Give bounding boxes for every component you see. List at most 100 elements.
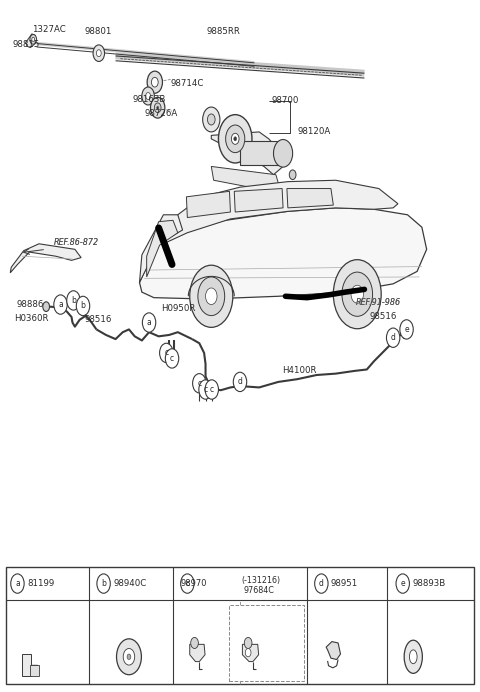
Circle shape: [76, 296, 90, 316]
Text: 98120A: 98120A: [298, 127, 331, 136]
Text: H0950R: H0950R: [161, 304, 195, 313]
Circle shape: [205, 288, 217, 304]
Polygon shape: [10, 244, 81, 273]
Text: 98886: 98886: [16, 300, 44, 309]
Circle shape: [274, 140, 293, 167]
Circle shape: [400, 320, 413, 339]
Text: d: d: [238, 377, 242, 386]
Circle shape: [234, 137, 237, 141]
Text: d: d: [391, 334, 396, 343]
Circle shape: [165, 349, 179, 368]
Circle shape: [351, 285, 363, 303]
Text: H4100R: H4100R: [282, 365, 317, 374]
Circle shape: [198, 277, 225, 316]
Polygon shape: [140, 208, 427, 299]
Circle shape: [333, 260, 381, 329]
Circle shape: [289, 170, 296, 179]
Circle shape: [117, 639, 142, 675]
Text: a: a: [58, 300, 63, 309]
Circle shape: [203, 107, 220, 132]
Circle shape: [199, 380, 212, 399]
Text: c: c: [204, 385, 208, 394]
Text: REF.86-872: REF.86-872: [53, 238, 98, 247]
Ellipse shape: [404, 640, 422, 673]
Polygon shape: [140, 215, 182, 282]
Text: 98163B: 98163B: [132, 95, 166, 104]
Circle shape: [11, 574, 24, 593]
Polygon shape: [242, 644, 259, 662]
Text: a: a: [147, 318, 151, 327]
Text: b: b: [71, 296, 76, 305]
Circle shape: [157, 107, 158, 109]
Circle shape: [54, 295, 67, 314]
Circle shape: [152, 78, 158, 87]
Text: c: c: [164, 348, 168, 357]
Text: e: e: [404, 325, 409, 334]
Text: 98801: 98801: [84, 27, 112, 36]
Polygon shape: [186, 191, 230, 217]
Circle shape: [93, 45, 105, 62]
Bar: [30, 665, 39, 676]
Polygon shape: [25, 34, 35, 48]
Circle shape: [151, 98, 165, 118]
Text: REF.86-872: REF.86-872: [53, 238, 98, 247]
Circle shape: [191, 637, 198, 648]
Text: c: c: [170, 354, 174, 363]
Text: 98516: 98516: [84, 316, 112, 325]
Text: (-131216): (-131216): [241, 576, 280, 585]
Circle shape: [315, 574, 328, 593]
Polygon shape: [211, 167, 278, 191]
Circle shape: [97, 574, 110, 593]
Text: c: c: [197, 379, 202, 388]
Circle shape: [123, 648, 135, 665]
Circle shape: [127, 654, 131, 659]
Text: d: d: [319, 579, 324, 588]
Circle shape: [205, 380, 218, 399]
Text: 81199: 81199: [27, 579, 54, 588]
Text: 97684C: 97684C: [244, 586, 275, 595]
Text: 98951: 98951: [331, 579, 358, 588]
Circle shape: [155, 103, 161, 113]
Circle shape: [231, 134, 239, 145]
Text: REF.91-986: REF.91-986: [356, 298, 401, 307]
Text: b: b: [81, 302, 85, 311]
Text: 1327AC: 1327AC: [32, 25, 66, 34]
Circle shape: [207, 114, 215, 125]
Circle shape: [342, 272, 372, 316]
Text: REF.91-986: REF.91-986: [356, 298, 401, 307]
Circle shape: [233, 372, 247, 392]
Polygon shape: [234, 188, 283, 212]
Text: 98815: 98815: [12, 40, 40, 49]
Polygon shape: [147, 220, 178, 277]
Circle shape: [396, 574, 409, 593]
Polygon shape: [163, 180, 398, 244]
Circle shape: [190, 265, 233, 327]
Circle shape: [96, 50, 101, 57]
Circle shape: [147, 71, 162, 93]
Text: 98726A: 98726A: [144, 109, 178, 118]
Polygon shape: [211, 132, 283, 174]
Text: 98516: 98516: [369, 313, 396, 322]
Circle shape: [386, 328, 400, 347]
Text: 9885RR: 9885RR: [206, 27, 240, 36]
Circle shape: [192, 374, 206, 393]
Circle shape: [159, 343, 173, 363]
Text: 98700: 98700: [271, 96, 299, 105]
Circle shape: [30, 35, 36, 44]
Circle shape: [218, 115, 252, 163]
Bar: [22, 654, 31, 676]
Text: e: e: [400, 579, 405, 588]
Text: b: b: [101, 579, 106, 588]
Circle shape: [32, 37, 35, 42]
Bar: [6, 567, 474, 684]
Text: H0360R: H0360R: [14, 314, 48, 323]
Circle shape: [143, 313, 156, 332]
Circle shape: [180, 574, 194, 593]
Circle shape: [245, 648, 251, 657]
Text: 98970: 98970: [180, 579, 207, 588]
Circle shape: [43, 302, 49, 311]
Bar: [229, 605, 304, 681]
Polygon shape: [287, 188, 333, 208]
Circle shape: [244, 637, 252, 648]
Text: 98940C: 98940C: [113, 579, 146, 588]
